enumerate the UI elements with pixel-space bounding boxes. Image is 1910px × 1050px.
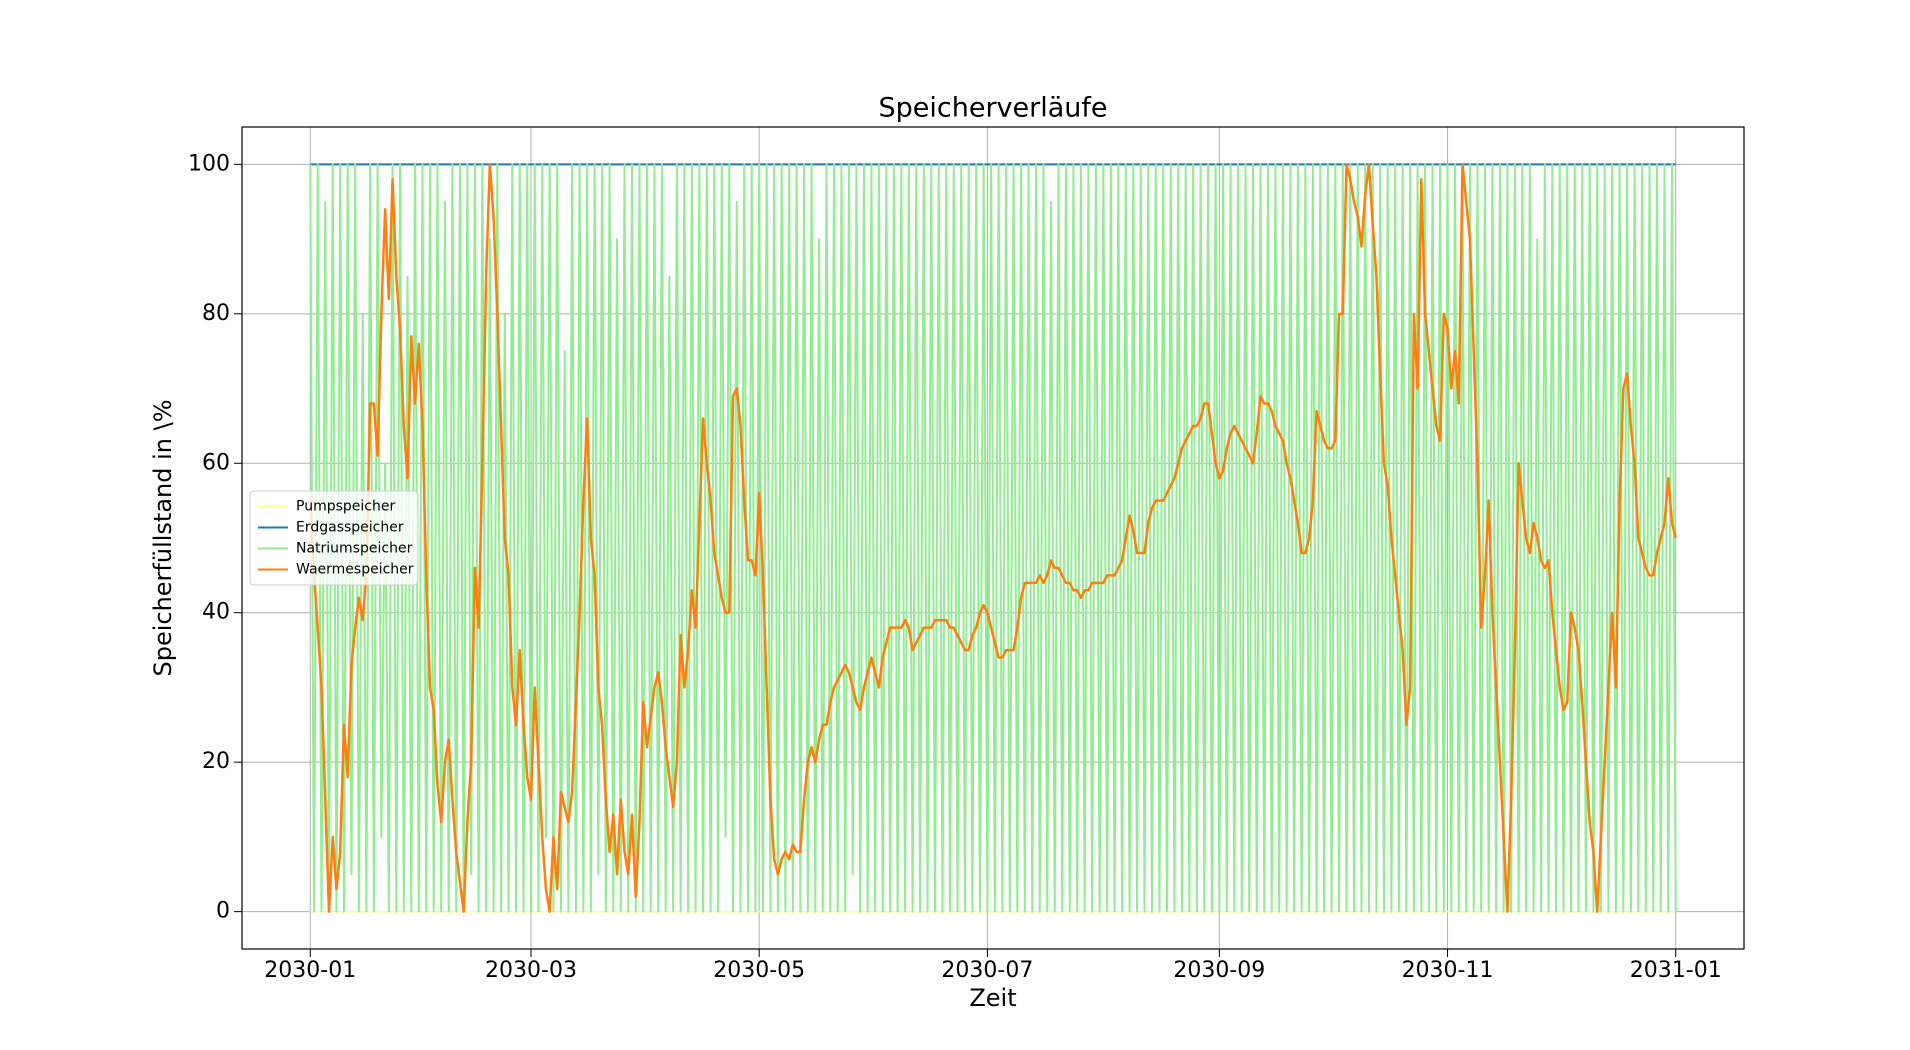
x-tick-label: 2030-09 xyxy=(1173,958,1265,983)
legend: Pumpspeicher Erdgasspeicher Natriumspeiche… xyxy=(249,490,419,586)
x-axis-label: Zeit xyxy=(969,984,1016,1012)
y-tick-label: 100 xyxy=(188,151,230,176)
series-line xyxy=(309,163,1677,913)
y-tick-label: 0 xyxy=(216,899,230,924)
x-tick-label: 2030-07 xyxy=(941,958,1033,983)
y-tick-label: 80 xyxy=(202,301,230,326)
y-tick-label: 20 xyxy=(202,749,230,774)
plot-frame xyxy=(241,126,1745,950)
series-line xyxy=(309,163,1677,913)
chart-title: Speicherverläufe xyxy=(878,93,1107,124)
legend-label: Natriumspeicher xyxy=(296,541,413,557)
legend-box xyxy=(249,490,419,586)
y-tick-label: 40 xyxy=(202,600,230,625)
legend-label: Erdgasspeicher xyxy=(296,520,404,536)
x-tick-label: 2030-01 xyxy=(264,958,356,983)
x-tick-label: 2030-05 xyxy=(713,958,805,983)
y-tick-label: 60 xyxy=(202,450,230,475)
legend-label: Waermespeicher xyxy=(296,562,414,578)
y-axis-label: Speicherfüllstand in \% xyxy=(149,399,177,676)
x-tick-label: 2030-03 xyxy=(485,958,577,983)
x-tick-label: 2031-01 xyxy=(1630,958,1722,983)
x-tick-label: 2030-11 xyxy=(1402,958,1494,983)
legend-label: Pumpspeicher xyxy=(296,499,395,515)
